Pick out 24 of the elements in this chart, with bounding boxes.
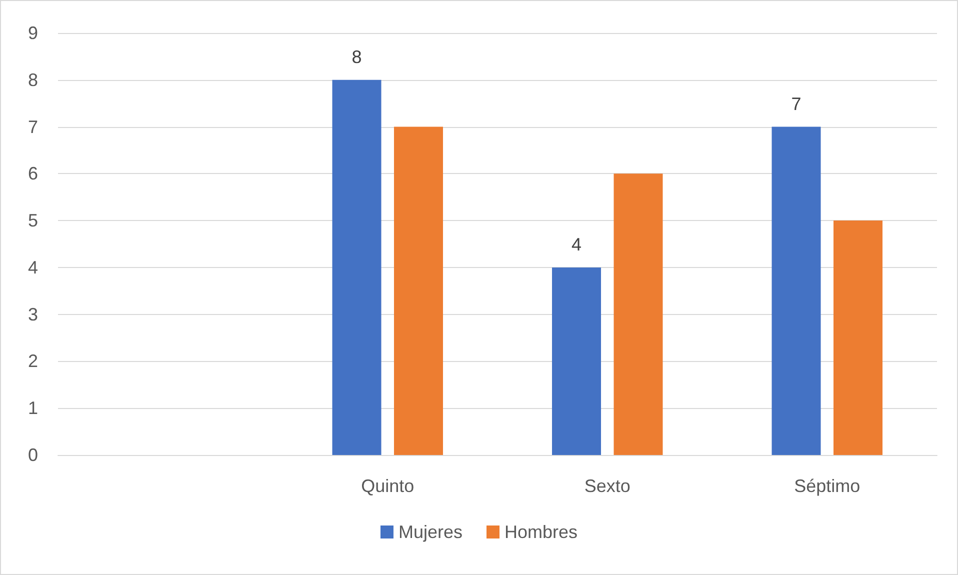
y-tick-label: 7 bbox=[28, 116, 38, 137]
y-tick-label: 6 bbox=[28, 164, 38, 184]
legend-label: Mujeres bbox=[398, 522, 463, 542]
y-tick-label: 3 bbox=[28, 304, 38, 324]
y-tick-label: 4 bbox=[28, 257, 38, 278]
bar bbox=[833, 220, 882, 455]
data-label: 4 bbox=[571, 234, 582, 254]
y-tick-label: 9 bbox=[28, 23, 38, 43]
x-tick-label: Séptimo bbox=[794, 476, 860, 496]
y-tick-label: 2 bbox=[28, 351, 38, 372]
bar bbox=[552, 267, 602, 455]
y-tick-label: 0 bbox=[28, 445, 38, 465]
bar bbox=[394, 126, 443, 455]
y-tick-label: 1 bbox=[28, 398, 38, 418]
legend-label: Hombres bbox=[504, 522, 578, 542]
y-tick-label: 8 bbox=[28, 70, 38, 90]
x-tick-label: Quinto bbox=[361, 476, 414, 496]
data-label: 7 bbox=[791, 94, 802, 114]
bar bbox=[614, 174, 663, 455]
data-label: 8 bbox=[352, 46, 362, 67]
bar bbox=[332, 80, 382, 455]
y-tick-label: 5 bbox=[28, 210, 38, 231]
x-tick-label: Sexto bbox=[584, 476, 630, 496]
bar bbox=[772, 126, 821, 455]
